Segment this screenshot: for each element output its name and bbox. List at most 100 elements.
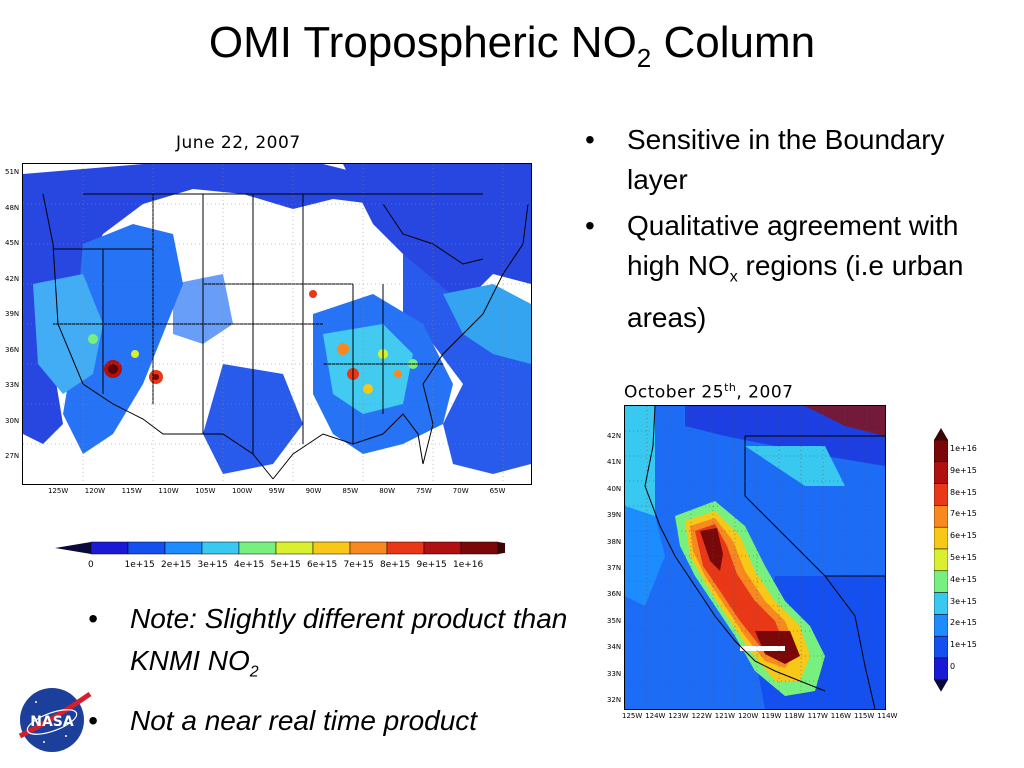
us-lon-label: 105W (195, 487, 216, 495)
us-lat-label: 39N (5, 310, 20, 318)
us-map-caption: June 22, 2007 (176, 133, 301, 153)
vcolorbar-swatch (934, 505, 948, 528)
colorbar-swatch (127, 541, 166, 555)
colorbar-swatch (349, 541, 388, 555)
us-lon-label: 100W (232, 487, 253, 495)
vcolorbar-swatch (934, 635, 948, 659)
colorbar-label: 1e+15 (124, 560, 155, 570)
ca-lon-label: 118W (784, 712, 805, 720)
ca-lat-label: 32N (607, 696, 622, 704)
vcolorbar-label: 4e+15 (950, 574, 977, 584)
ca-lon-label: 122W (691, 712, 712, 720)
us-lat-label: 36N (5, 345, 20, 354)
vcolorbar-swatch (934, 657, 948, 681)
us-lon-label: 125W (48, 487, 69, 495)
colorbar-swatch (238, 541, 277, 555)
vcolorbar-label: 3e+15 (950, 596, 977, 606)
colorbar-swatch (312, 541, 351, 555)
colorbar-swatch (275, 541, 314, 555)
ca-lon-label: 115W (854, 712, 875, 720)
colorbar-swatch (460, 541, 499, 555)
bullet-qualitative-pre: Qualitative agreement with high NO (627, 210, 959, 281)
ca-lat-label: 38N (607, 537, 622, 546)
vcolorbar-label: 1e+15 (950, 640, 977, 650)
ca-lon-label: 116W (830, 712, 852, 720)
ca-lat-label: 40N (607, 484, 622, 493)
us-lat-label: 42N (5, 274, 20, 283)
colorbar-label: 2e+15 (161, 560, 192, 570)
colorbar-label: 7e+15 (343, 560, 374, 570)
bullet-not-nrt-text: Not a near real time product (130, 704, 478, 736)
ca-lon-label: 121W (714, 712, 736, 720)
ca-lon-label: 124W (645, 712, 666, 720)
colorbar-swatch (90, 541, 129, 555)
vcolorbar-label: 8e+15 (950, 487, 977, 497)
vcolorbar-swatch (934, 592, 948, 615)
title-main: OMI Tropospheric NO (208, 18, 637, 67)
colorbar-swatch (201, 541, 240, 555)
colorbar-label: 8e+15 (380, 560, 411, 570)
ca-lat-label: 39N (607, 511, 622, 520)
ca-lon-label: 123W (668, 712, 689, 720)
ca-no2-map (624, 405, 886, 710)
us-lat-label: 33N (5, 381, 20, 389)
ca-lon-label: 119W (761, 712, 782, 720)
vcolorbar-min-arrow (934, 679, 948, 692)
vcolorbar-label: 9e+15 (950, 465, 977, 475)
us-no2-map (22, 163, 532, 485)
vcolorbar-swatch (934, 570, 948, 593)
vcolorbar-label: 6e+15 (950, 531, 977, 541)
ca-no2-map-graphic (625, 406, 885, 709)
ca-lat-label: 36N (607, 590, 622, 599)
bullet-note: Note: Slightly different product than KN… (88, 598, 608, 694)
vcolorbar-swatch (934, 439, 948, 463)
ca-caption-main: October 25 (624, 382, 725, 403)
colorbar-max-arrow (498, 542, 505, 554)
colorbar-swatch (164, 541, 203, 555)
colorbar-label: 5e+15 (270, 560, 301, 570)
title-subscript: 2 (636, 42, 652, 73)
us-lon-label: 65W (489, 487, 506, 495)
colorbar-swatch (423, 541, 462, 555)
nasa-logo: NASA (18, 688, 92, 752)
us-lat-label: 48N (5, 203, 20, 212)
colorbar-label: 4e+15 (234, 560, 265, 570)
horizontal-colorbar (55, 541, 505, 555)
us-lat-label: 51N (5, 168, 20, 176)
colorbar-label: 3e+15 (197, 560, 228, 570)
us-lat-label: 30N (5, 416, 20, 425)
top-bullet-list: Sensitive in the Boundary layer Qualitat… (585, 120, 1005, 344)
us-lon-label: 115W (121, 487, 142, 495)
us-lat-label: 27N (5, 452, 20, 460)
nasa-logo-text: NASA (30, 714, 74, 730)
ca-lon-label: 125W (622, 712, 643, 720)
colorbar-label: 0 (88, 560, 94, 570)
bullet-qualitative-post: regions (i.e urban areas) (627, 250, 964, 333)
vcolorbar-label: 0 (950, 662, 956, 671)
us-lon-label: 120W (84, 487, 106, 495)
vcolorbar-swatch (934, 526, 948, 550)
vcolorbar-swatch (934, 483, 948, 506)
us-lon-label: 80W (379, 487, 396, 495)
vertical-colorbar (934, 428, 948, 692)
us-no2-map-graphic (23, 164, 531, 484)
colorbar-label: 9e+15 (416, 560, 447, 570)
us-lon-label: 70W (452, 487, 469, 495)
ca-lat-label: 35N (607, 616, 622, 625)
title-tail: Column (651, 18, 816, 67)
us-lon-label: 75W (416, 487, 432, 495)
bullet-note-sub: 2 (249, 663, 259, 681)
ca-lat-label: 33N (607, 669, 622, 678)
slide-title: OMI Tropospheric NO2 Column (0, 18, 1024, 74)
bullet-not-nrt: Not a near real time product (88, 700, 608, 742)
bullet-sensitive-text: Sensitive in the Boundary layer (627, 124, 945, 195)
bullet-note-pre: Note: Slightly different product than KN… (130, 603, 568, 676)
bullet-sensitive: Sensitive in the Boundary layer (585, 120, 1005, 200)
bullet-qualitative: Qualitative agreement with high NOx regi… (585, 206, 1005, 338)
vcolorbar-swatch (934, 461, 948, 484)
ca-lat-label: 34N (607, 643, 622, 652)
vcolorbar-swatch (934, 614, 948, 637)
colorbar-label: 1e+16 (453, 560, 484, 570)
us-lat-label: 45N (5, 239, 20, 247)
ca-lat-label: 41N (607, 458, 622, 467)
